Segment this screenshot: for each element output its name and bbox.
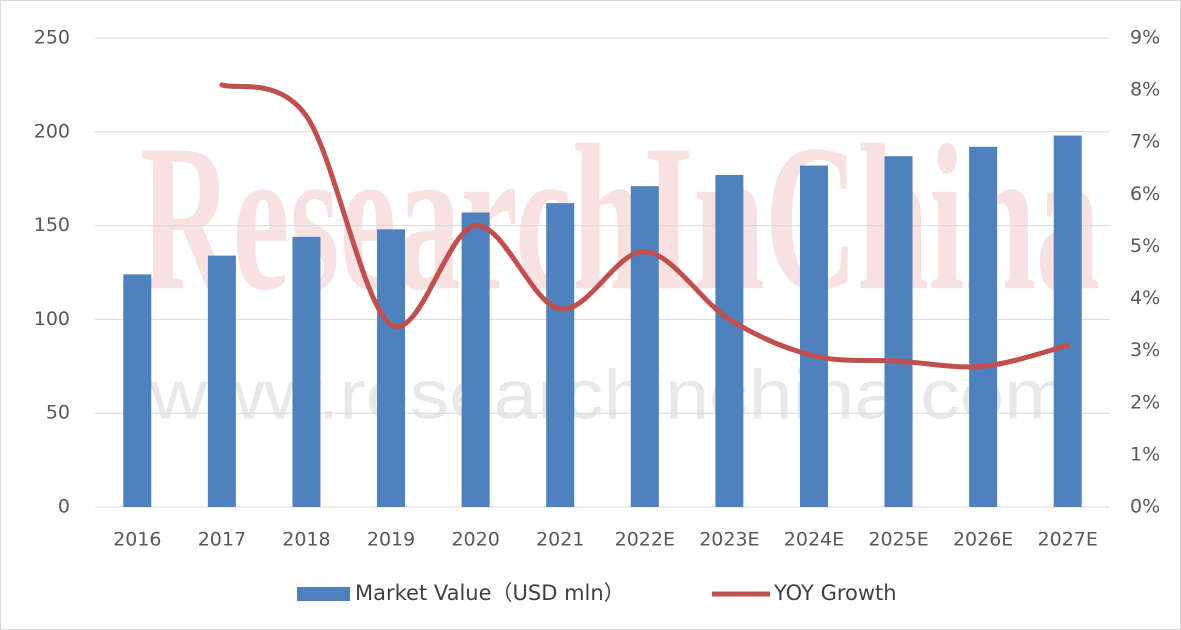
y-tick-label: 50	[46, 402, 70, 424]
bar	[207, 255, 236, 507]
y2-tick-label: 6%	[1130, 183, 1160, 205]
x-tick-label: 2027E	[1038, 529, 1098, 551]
y2-tick-label: 3%	[1130, 339, 1160, 361]
bar	[1053, 135, 1082, 507]
bar	[969, 146, 998, 508]
y2-tick-label: 4%	[1130, 287, 1160, 309]
bar	[461, 212, 490, 507]
x-tick-label: 2018	[282, 529, 330, 551]
bar	[799, 165, 828, 507]
legend-label: Market Value（USD mln）	[355, 581, 625, 605]
y-tick-label: 0	[58, 496, 70, 518]
bar	[292, 236, 321, 507]
watermark-url: www.researchinchina.com	[149, 355, 1070, 433]
x-tick-label: 2020	[451, 529, 499, 551]
watermark: ResearchInChina	[140, 102, 1100, 334]
x-tick-label: 2026E	[953, 529, 1013, 551]
bar	[377, 229, 406, 508]
bar	[546, 203, 575, 507]
y2-tick-label: 1%	[1130, 443, 1160, 465]
y-tick-label: 100	[34, 308, 70, 330]
y2-tick-label: 7%	[1130, 131, 1160, 153]
x-tick-label: 2021	[536, 529, 584, 551]
legend-label: YOY Growth	[773, 581, 897, 605]
y2-tick-label: 8%	[1130, 79, 1160, 101]
y2-tick-label: 5%	[1130, 235, 1160, 257]
y2-tick-label: 9%	[1130, 27, 1160, 49]
line	[219, 82, 1071, 370]
bar	[630, 186, 659, 508]
y-tick-label: 250	[34, 27, 70, 49]
bar	[715, 174, 744, 507]
y2-tick-label: 2%	[1130, 391, 1160, 413]
x-tick-label: 2019	[367, 529, 415, 551]
x-tick-label: 2023E	[699, 529, 759, 551]
y-tick-label: 150	[34, 214, 70, 236]
legend-swatch	[297, 587, 350, 601]
bar	[123, 274, 152, 507]
x-tick-label: 2025E	[868, 529, 928, 551]
bar	[884, 156, 913, 508]
y-tick-label: 200	[34, 120, 70, 142]
y2-tick-label: 0%	[1130, 496, 1160, 518]
x-tick-label: 2022E	[615, 529, 675, 551]
x-tick-label: 2016	[113, 529, 161, 551]
x-tick-label: 2024E	[784, 529, 844, 551]
x-tick-label: 2017	[198, 529, 246, 551]
